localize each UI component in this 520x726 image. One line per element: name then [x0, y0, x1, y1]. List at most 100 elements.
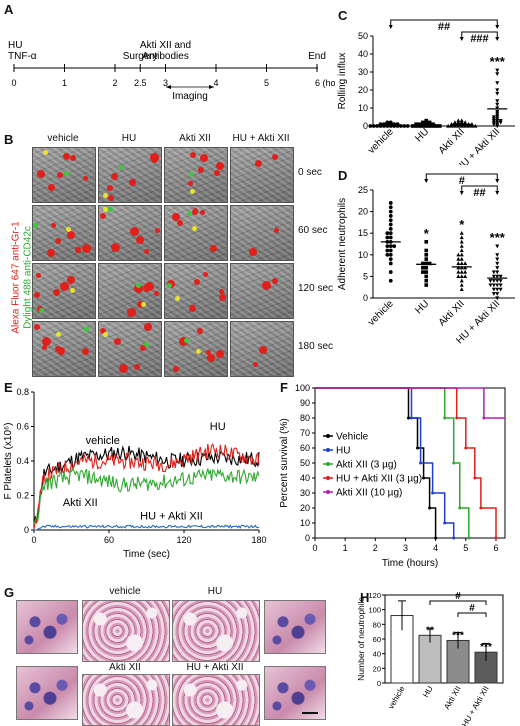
platelet-dot — [33, 223, 38, 228]
imaging-label: Imaging — [172, 91, 208, 102]
micro-time-label: 120 sec — [298, 283, 334, 294]
data-point — [424, 270, 429, 274]
data-point — [414, 122, 418, 126]
survival-curve — [315, 387, 505, 419]
neutrophil-dot — [60, 282, 69, 291]
histo-label-hu-akti: HU + Akti XII — [186, 662, 244, 673]
histo-zoom-vehicle-left — [16, 600, 78, 654]
histo-vehicle — [82, 600, 170, 662]
neutrophil-dot — [42, 345, 47, 350]
data-point — [495, 270, 500, 275]
data-point — [392, 244, 397, 249]
data-point — [491, 279, 496, 283]
neutrophil-dot — [197, 328, 203, 334]
neutrophil-dot — [144, 249, 149, 254]
survival-point — [464, 446, 468, 450]
chart-adherent-neutrophils: 0 5 10 15 20 25 Adherent neutrophils vehicle HU A… — [337, 173, 515, 346]
platelet-dot — [196, 349, 201, 354]
neutrophil-dot — [83, 176, 88, 181]
data-point — [388, 222, 393, 227]
x-tick-label: HU — [413, 298, 431, 316]
data-point — [405, 124, 410, 128]
data-point — [495, 261, 500, 266]
neutrophil-dot — [47, 249, 55, 257]
platelet-dot — [39, 308, 44, 313]
data-point — [421, 270, 425, 274]
data-point — [388, 205, 393, 210]
micro-frame — [98, 205, 162, 261]
data-point — [459, 248, 464, 253]
panel-letter-b: B — [4, 132, 14, 147]
y-tick-label: 80 — [300, 413, 310, 423]
panel-letter-f: F — [280, 380, 288, 395]
data-point — [456, 118, 461, 123]
platelet-dot — [64, 171, 69, 176]
panel-letter-c: C — [338, 8, 348, 23]
micro-frame — [230, 147, 294, 203]
data-point — [495, 287, 500, 292]
neutrophil-dot — [194, 279, 200, 285]
survival-curve — [315, 387, 437, 538]
platelet-dot — [56, 332, 61, 337]
histo-hu-akti — [172, 674, 260, 726]
comparison-bracket — [461, 31, 498, 40]
y-tick-label: 20 — [358, 85, 368, 95]
neutrophil-dot — [57, 347, 65, 355]
x-tick-label: HU — [421, 684, 435, 699]
neutrophil-dot — [37, 170, 45, 178]
survival-point — [410, 416, 414, 420]
panel-letter-h: H — [360, 590, 370, 605]
timeline-event-label: Akti XII and — [140, 40, 191, 51]
survival-point — [479, 506, 483, 510]
neutrophil-dot — [154, 291, 159, 296]
data-point — [495, 266, 500, 270]
neutrophil-dot — [272, 154, 278, 160]
timeline-event-label: Surgery — [123, 51, 158, 62]
neutrophil-dot — [207, 354, 215, 362]
significance-marker: * — [459, 217, 465, 232]
significance-marker: ** — [426, 625, 434, 636]
histo-label-vehicle: vehicle — [109, 586, 141, 597]
data-point — [488, 279, 493, 283]
histo-zoom-hu-right — [264, 600, 326, 654]
comparison-bracket — [390, 19, 498, 28]
bracket-label: ## — [473, 187, 485, 199]
neutrophil-dot — [210, 245, 217, 252]
data-point — [463, 261, 468, 266]
data-point — [459, 278, 464, 283]
survival-point — [443, 416, 447, 420]
data-point — [421, 261, 425, 266]
histo-akti — [82, 674, 170, 726]
data-point — [424, 265, 429, 270]
data-point — [459, 252, 464, 257]
data-point — [463, 269, 468, 274]
timeline-tick-label: 3 — [163, 78, 168, 88]
neutrophil-dot — [216, 350, 224, 358]
data-point — [388, 214, 393, 218]
data-point — [385, 244, 390, 249]
data-point — [424, 240, 429, 244]
timeline-event-sublabel: TNF-α — [8, 51, 37, 62]
data-point — [495, 99, 500, 103]
panel-letter-a: A — [4, 2, 14, 17]
survival-point — [452, 536, 456, 540]
neutrophil-dot — [42, 337, 51, 346]
micro-frame — [164, 205, 228, 261]
micro-frame — [164, 147, 228, 203]
neutrophil-dot — [114, 338, 121, 345]
data-point — [463, 274, 468, 278]
neutrophil-dot — [203, 272, 208, 277]
platelet-dot — [190, 189, 195, 194]
neutrophil-dot — [155, 228, 160, 233]
y-tick-label: 30 — [300, 488, 310, 498]
survival-point — [482, 416, 486, 420]
neutrophil-dot — [67, 276, 75, 284]
data-point — [498, 287, 503, 292]
neutrophil-dot — [34, 292, 40, 298]
data-point — [495, 279, 500, 283]
data-point — [424, 274, 429, 279]
x-axis-label: Time (sec) — [123, 549, 170, 560]
data-point — [459, 239, 464, 244]
histo-label-akti: Akti XII — [109, 662, 141, 673]
data-point — [459, 243, 464, 248]
